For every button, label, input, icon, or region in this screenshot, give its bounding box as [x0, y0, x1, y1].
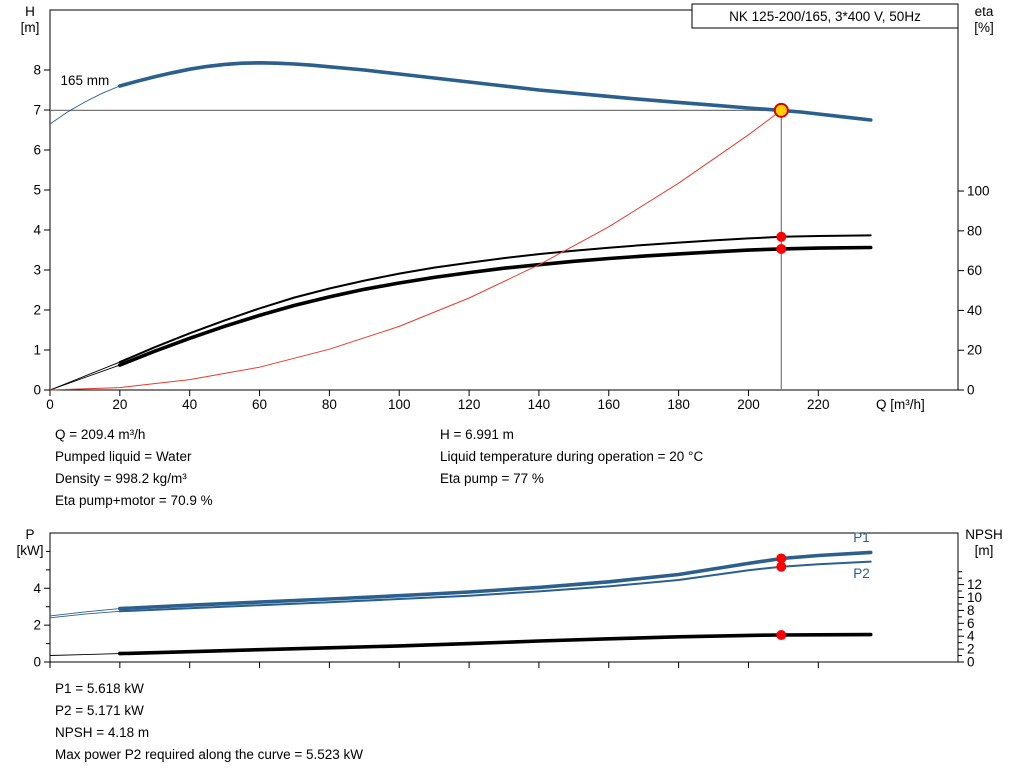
y-left-tick-label: 6: [33, 143, 41, 158]
operating-data-right: H = 6.991 m Liquid temperature during op…: [440, 424, 703, 490]
x-tick-label: 200: [737, 397, 760, 412]
y-left-tick-label: 8: [33, 63, 41, 78]
system-curve: [49, 109, 782, 391]
x-tick-label: 40: [182, 397, 197, 412]
y-right-tick-label: 6: [967, 616, 975, 631]
info-line-q: Q = 209.4 m³/h: [55, 427, 146, 442]
y-right-tick-label: 40: [967, 303, 982, 318]
npsh-curve-lead-in: [49, 653, 120, 656]
eta-pump-motor-curve-lead-in: [49, 364, 120, 391]
y-left-tick-label: 5: [33, 183, 41, 198]
operating-data-left: Q = 209.4 m³/h Pumped liquid = Water Den…: [55, 424, 213, 512]
x-tick-label: 100: [388, 397, 411, 412]
p2-curve-lead-in: [49, 610, 120, 619]
info-line-h: H = 6.991 m: [440, 427, 514, 442]
curve-point-marker: [776, 231, 787, 242]
x-tick-label: 180: [667, 397, 690, 412]
y-left-axis-unit: [m]: [21, 20, 40, 35]
y-right-tick-label: 10: [967, 590, 982, 605]
x-tick-label: 220: [807, 397, 830, 412]
info-line-temperature: Liquid temperature during operation = 20…: [440, 449, 704, 464]
hq-eta-chart: 0 20 40 60 80 100 120 140 160 180 200 220 Q [m³/h]01…: [21, 3, 994, 412]
p1-curve: [118, 550, 873, 611]
info-line-eta-pump: Eta pump = 77 %: [440, 471, 544, 486]
title-box: [691, 3, 959, 29]
y-left-tick-label: 4: [33, 581, 41, 596]
info-line-liquid: Pumped liquid = Water: [55, 449, 192, 464]
y-right-axis-unit: [%]: [974, 20, 994, 35]
y-left-tick-label: 1: [33, 343, 41, 358]
power-data-block: P1 = 5.618 kW P2 = 5.171 kW NPSH = 4.18 …: [55, 678, 363, 766]
x-tick-label: 0: [46, 397, 54, 412]
npsh-curve: [118, 632, 873, 656]
p2-curve-label: P2: [853, 566, 870, 581]
curve-point-marker: [776, 553, 787, 564]
y-left-axis-label: H: [25, 4, 35, 19]
y-left-tick-label: 3: [33, 263, 41, 278]
info-line-p2: P2 = 5.171 kW: [55, 703, 144, 718]
eta-pump-curve: [118, 234, 872, 364]
y-right-tick-label: 60: [967, 263, 982, 278]
y-left-tick-label: 2: [33, 303, 41, 318]
y-right-tick-label: 8: [967, 603, 975, 618]
y-right-axis-label: NPSH: [965, 527, 1003, 542]
x-tick-label: 60: [252, 397, 267, 412]
info-line-p1: P1 = 5.618 kW: [55, 681, 144, 696]
head-curve-lead-in: [49, 85, 120, 125]
plot-frame: [49, 9, 959, 391]
x-tick-label: 120: [458, 397, 481, 412]
y-left-tick-label: 4: [33, 223, 41, 238]
p1-curve-label: P1: [853, 530, 870, 545]
x-tick-label: 80: [322, 397, 337, 412]
curve-point-marker: [776, 243, 787, 254]
y-right-tick-label: 0: [967, 383, 975, 398]
y-left-axis-label: P: [25, 527, 34, 542]
y-right-tick-label: 20: [967, 343, 982, 358]
y-right-tick-label: 2: [967, 642, 975, 657]
y-right-tick-label: 12: [967, 577, 982, 592]
info-line-maxpower: Max power P2 required along the curve = …: [55, 747, 364, 762]
curve-point-marker: [776, 630, 787, 641]
curve-point-marker: [776, 561, 787, 572]
x-tick-label: 160: [598, 397, 621, 412]
y-left-tick-label: 2: [33, 618, 41, 633]
y-right-axis-unit: [m]: [975, 543, 994, 558]
info-line-density: Density = 998.2 kg/m³: [55, 471, 187, 486]
x-tick-label: 140: [528, 397, 551, 412]
y-left-tick-label: 0: [33, 655, 41, 670]
info-line-npsh: NPSH = 4.18 m: [55, 725, 150, 740]
x-axis-label: Q [m³/h]: [876, 397, 925, 412]
impeller-size-annotation: 165 mm: [60, 73, 109, 88]
y-right-tick-label: 0: [967, 655, 975, 670]
y-left-axis-unit: [kW]: [17, 543, 44, 558]
p1-curve-lead-in: [49, 608, 120, 617]
y-right-tick-label: 4: [967, 629, 975, 644]
duty-point-marker: [773, 102, 789, 118]
y-right-tick-label: 100: [967, 184, 990, 199]
y-left-tick-label: 0: [33, 383, 41, 398]
info-line-eta-pump-motor: Eta pump+motor = 70.9 %: [55, 493, 213, 508]
y-right-tick-label: 80: [967, 223, 982, 238]
eta-pump-motor-curve: [118, 245, 873, 367]
x-tick-label: 20: [112, 397, 127, 412]
chart-title: NK 125-200/165, 3*400 V, 50Hz: [729, 9, 921, 24]
y-left-tick-label: 7: [33, 103, 41, 118]
y-right-axis-label: eta: [975, 4, 994, 19]
head-curve: [118, 61, 873, 122]
